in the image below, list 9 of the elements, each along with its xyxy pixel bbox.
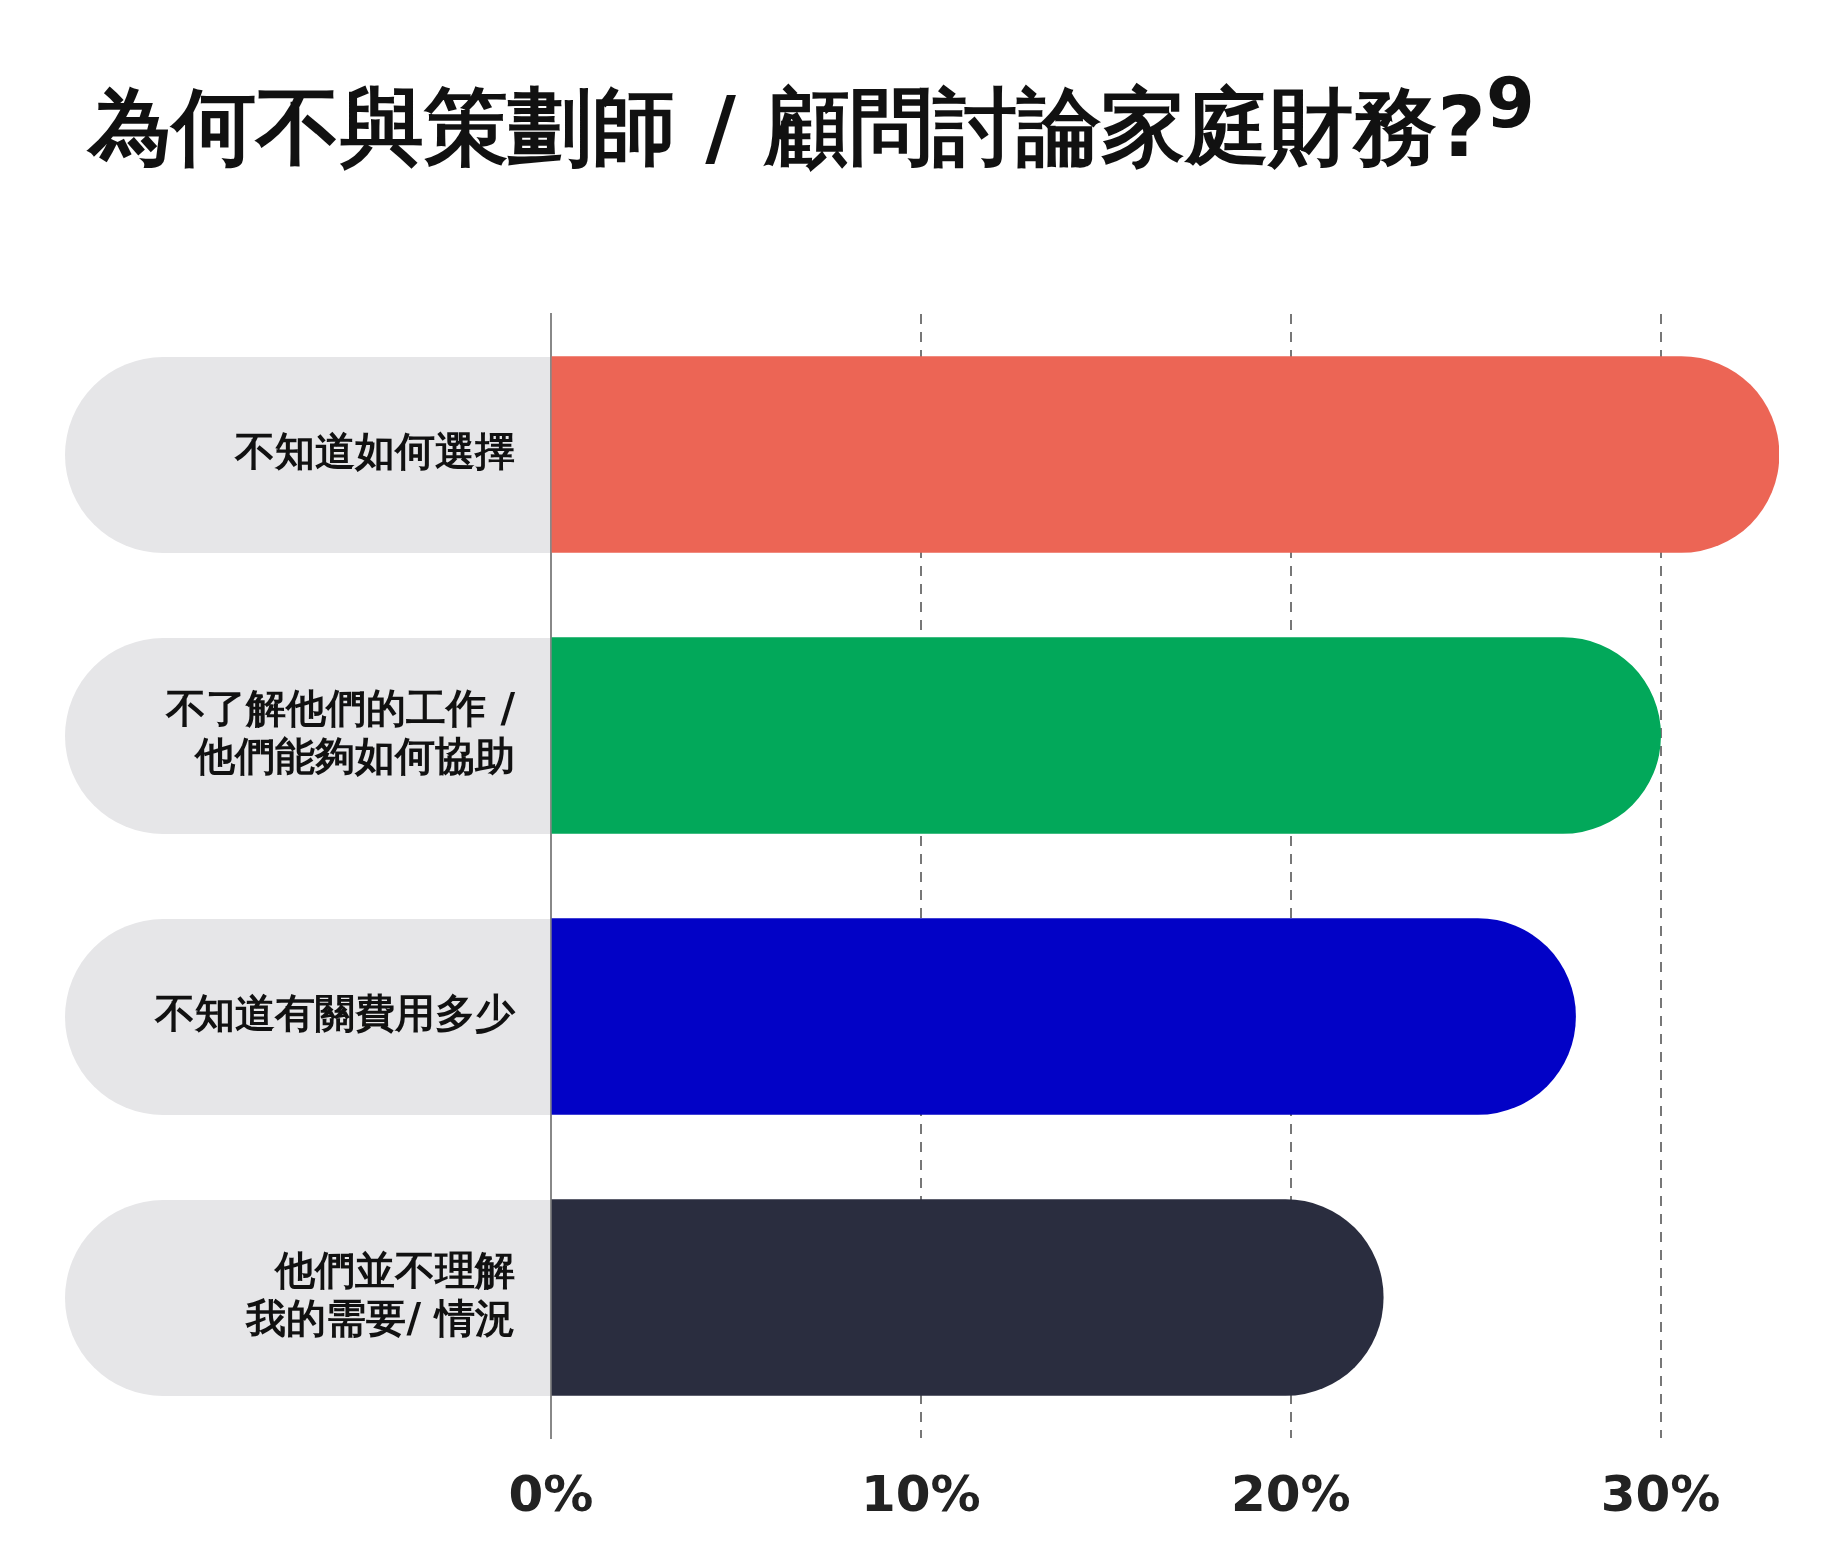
y-tick-label: 不了解他們的工作 / 他們能夠如何協助 [165, 684, 516, 779]
x-tick-label: 0% [508, 1464, 594, 1523]
x-tick-label: 10% [861, 1464, 981, 1523]
chart-title: 為何不與策劃師 / 顧問討論家庭財務?$^{9}$ [88, 61, 1535, 178]
x-tick-label: 20% [1230, 1464, 1351, 1523]
y-tick-label: 不知道有關費用多少 [154, 989, 516, 1036]
x-tick-label: 30% [1600, 1464, 1721, 1523]
y-tick-label: 不知道如何選擇 [234, 427, 515, 474]
y-tick-label: 他們並不理解我的需要/ 情況 [245, 1246, 515, 1341]
